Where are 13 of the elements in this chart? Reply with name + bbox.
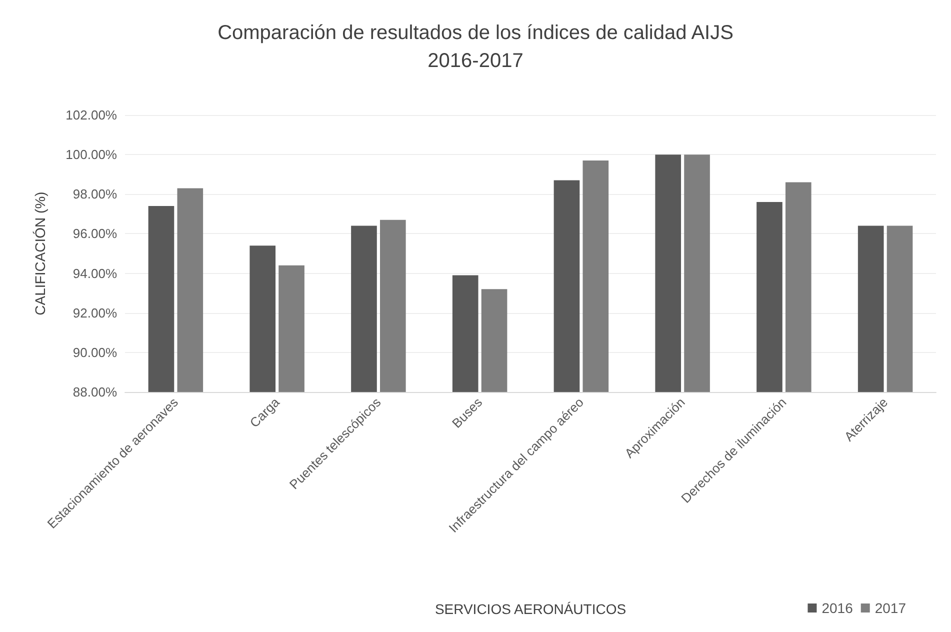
y-tick-label: 90.00%	[72, 344, 118, 360]
y-tick-label: 92.00%	[72, 305, 118, 320]
legend-label: 2016	[822, 600, 854, 616]
y-tick-label: 88.00%	[72, 384, 118, 400]
y-tick-label: 102.00%	[66, 108, 118, 122]
y-tick-label: 94.00%	[72, 266, 118, 281]
chart-title: Comparación de resultados de los índices de calidad AIJS 2016-2017	[218, 22, 734, 72]
x-axis-title: SERVICIOS AERONÁUTICOS	[434, 601, 626, 617]
y-axis-title: CALIFICACIÓN (%)	[32, 192, 48, 316]
y-tick-label: 98.00%	[72, 186, 118, 202]
y-tick-label: 96.00%	[72, 226, 118, 242]
legend-label: 2017	[874, 600, 906, 616]
y-tick-label: 100.00%	[66, 147, 118, 162]
